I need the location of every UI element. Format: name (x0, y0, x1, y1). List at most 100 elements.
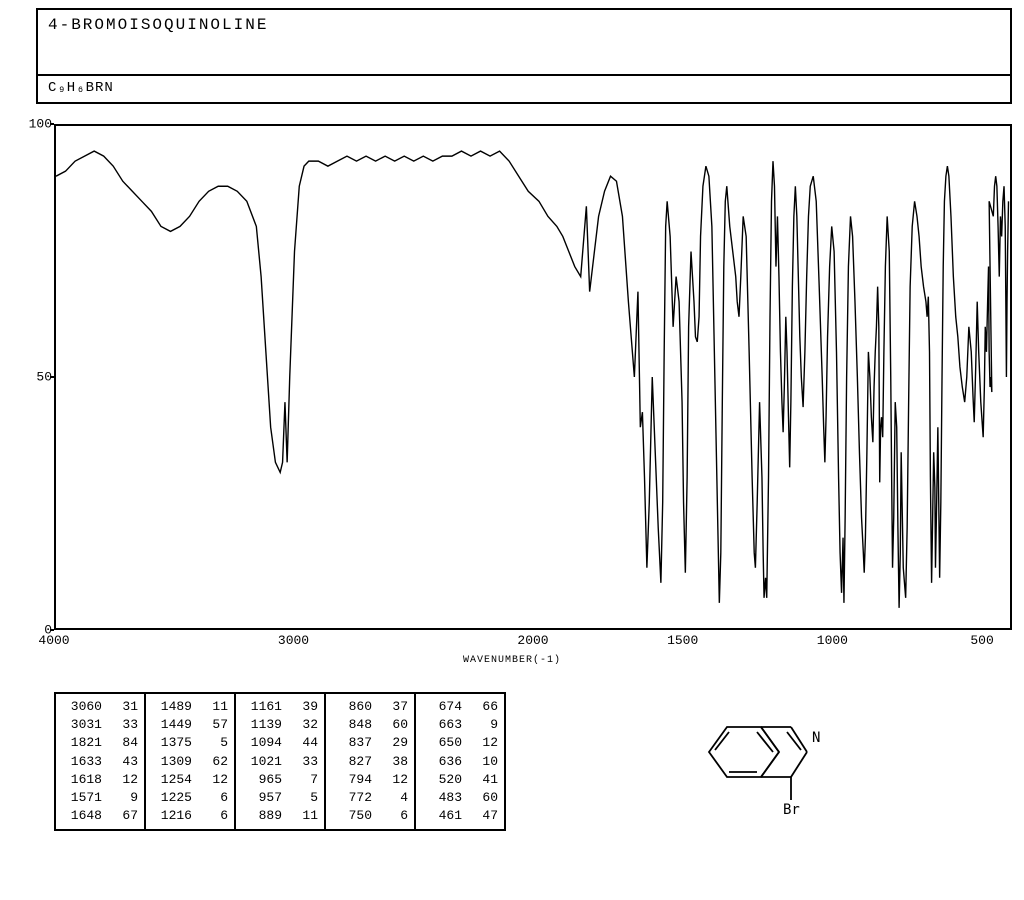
peak-wavenumber: 848 (332, 716, 372, 734)
peak-row: 102133 (242, 753, 318, 771)
peak-intensity: 9 (470, 716, 498, 734)
x-tick: 1000 (817, 633, 848, 648)
compound-title-box: 4-BROMOISOQUINOLINE (36, 8, 1012, 76)
peak-row: 827 38 (332, 753, 408, 771)
peak-wavenumber: 1633 (62, 753, 102, 771)
peak-intensity: 5 (200, 734, 228, 752)
x-tick: 4000 (38, 633, 69, 648)
peak-intensity: 38 (380, 753, 408, 771)
peak-wavenumber: 3031 (62, 716, 102, 734)
bottom-row: 3060313031331821841633431618121571916486… (54, 692, 1012, 831)
x-tick: 3000 (278, 633, 309, 648)
peak-wavenumber: 483 (422, 789, 462, 807)
peak-wavenumber: 837 (332, 734, 372, 752)
peak-intensity: 7 (290, 771, 318, 789)
peak-wavenumber: 965 (242, 771, 282, 789)
peak-wavenumber: 1449 (152, 716, 192, 734)
peak-intensity: 12 (380, 771, 408, 789)
peak-wavenumber: 1489 (152, 698, 192, 716)
peak-intensity: 11 (200, 698, 228, 716)
formula-box: C₉H₆BRN (36, 76, 1012, 104)
peak-row: 52041 (422, 771, 498, 789)
peak-row: 3031 33 (62, 716, 138, 734)
peak-intensity: 84 (110, 734, 138, 752)
peak-row: 7506 (332, 807, 408, 825)
peak-intensity: 4 (380, 789, 408, 807)
peak-row: 88911 (242, 807, 318, 825)
peak-wavenumber: 650 (422, 734, 462, 752)
nitrogen-label: N (812, 730, 820, 746)
peak-row: 1161 39 (242, 698, 318, 716)
peak-intensity: 44 (290, 734, 318, 752)
peak-column: 1161391139321094441021339657957588911 (236, 694, 326, 829)
peak-row: 636 10 (422, 753, 498, 771)
peak-row: 84860 (332, 716, 408, 734)
peak-wavenumber: 1254 (152, 771, 192, 789)
peak-wavenumber: 794 (332, 771, 372, 789)
peak-row: 1821 84 (62, 734, 138, 752)
peak-column: 67466663 965012636 105204148360461 47 (416, 694, 504, 829)
peak-wavenumber: 663 (422, 716, 462, 734)
peak-intensity: 33 (110, 716, 138, 734)
peak-wavenumber: 772 (332, 789, 372, 807)
peak-intensity: 9 (110, 789, 138, 807)
peak-row: 1254 12 (152, 771, 228, 789)
peak-row: 86037 (332, 698, 408, 716)
peak-wavenumber: 674 (422, 698, 462, 716)
peak-intensity: 57 (200, 716, 228, 734)
peak-row: 67466 (422, 698, 498, 716)
y-tick: 50 (26, 370, 52, 385)
peak-row: 1489 11 (152, 698, 228, 716)
peak-wavenumber: 1571 (62, 789, 102, 807)
peak-wavenumber: 827 (332, 753, 372, 771)
x-tick: 1500 (667, 633, 698, 648)
peak-wavenumber: 1139 (242, 716, 282, 734)
peak-intensity: 6 (200, 807, 228, 825)
peak-intensity: 47 (470, 807, 498, 825)
y-tick: 100 (26, 117, 52, 132)
peak-row: 83729 (332, 734, 408, 752)
peak-row: 65012 (422, 734, 498, 752)
peak-intensity: 41 (470, 771, 498, 789)
peak-row: 12166 (152, 807, 228, 825)
peak-row: 772 4 (332, 789, 408, 807)
molecular-structure: N Br (506, 692, 1012, 831)
peak-row: 164867 (62, 807, 138, 825)
peak-intensity: 39 (290, 698, 318, 716)
bromine-label: Br (783, 802, 800, 818)
peak-column: 3060 31 3031 33 1821 84 1633 43 1618 12 1571 916486… (56, 694, 146, 829)
peak-wavenumber: 860 (332, 698, 372, 716)
peak-intensity: 5 (290, 789, 318, 807)
peak-row: 461 47 (422, 807, 498, 825)
peak-row: 48360 (422, 789, 498, 807)
peak-wavenumber: 1375 (152, 734, 192, 752)
peak-wavenumber: 1821 (62, 734, 102, 752)
peak-intensity: 43 (110, 753, 138, 771)
peak-intensity: 12 (110, 771, 138, 789)
peak-intensity: 10 (470, 753, 498, 771)
peak-intensity: 6 (200, 789, 228, 807)
peak-wavenumber: 1618 (62, 771, 102, 789)
peak-wavenumber: 636 (422, 753, 462, 771)
plot-area (54, 124, 1012, 630)
x-tick: 500 (970, 633, 993, 648)
peak-row: 1094 44 (242, 734, 318, 752)
peak-intensity: 12 (200, 771, 228, 789)
peak-column: 860378486083729827 38 794 12 772 47506 (326, 694, 416, 829)
peak-table: 3060313031331821841633431618121571916486… (54, 692, 506, 831)
peak-wavenumber: 750 (332, 807, 372, 825)
peak-wavenumber: 3060 (62, 698, 102, 716)
x-axis-label: WAVENUMBER(-1) (463, 655, 561, 666)
peak-wavenumber: 1161 (242, 698, 282, 716)
peak-intensity: 31 (110, 698, 138, 716)
peak-row: 12256 (152, 789, 228, 807)
peak-wavenumber: 1094 (242, 734, 282, 752)
peak-wavenumber: 461 (422, 807, 462, 825)
peak-row: 794 12 (332, 771, 408, 789)
peak-intensity: 11 (290, 807, 318, 825)
peak-row: 1571 9 (62, 789, 138, 807)
spectrum-line (56, 151, 1009, 608)
peak-wavenumber: 1309 (152, 753, 192, 771)
peak-row: 9575 (242, 789, 318, 807)
peak-column: 148911144957137551309621254121225612166 (146, 694, 236, 829)
